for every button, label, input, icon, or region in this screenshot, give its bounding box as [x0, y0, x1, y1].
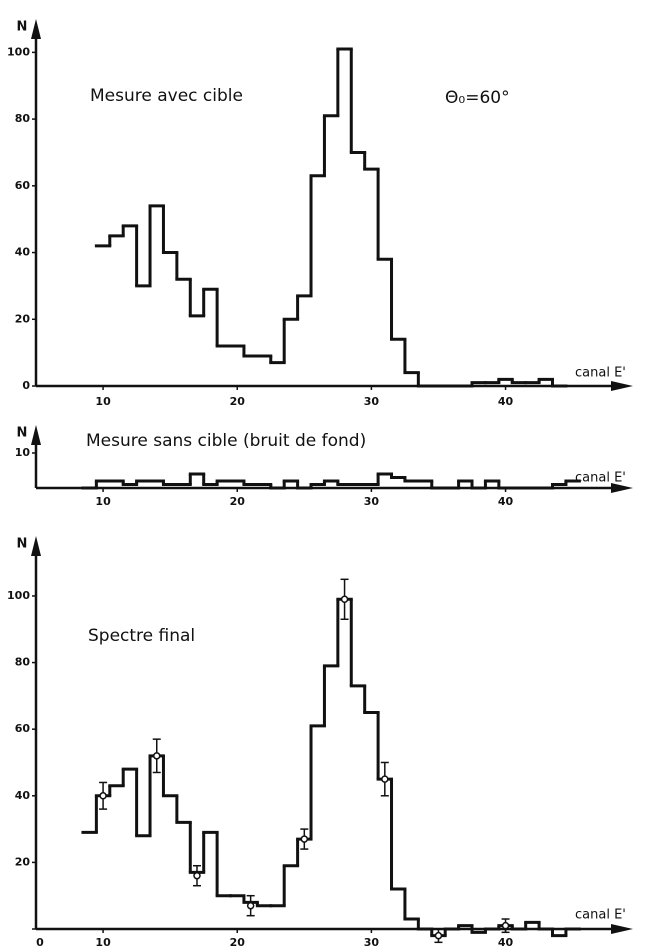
y-tick-label: 100	[7, 45, 30, 58]
chart-title: Mesure sans cible (bruit de fond)	[86, 431, 366, 451]
x-tick-label: 10	[95, 395, 111, 408]
data-point	[300, 835, 309, 843]
y-tick-label: 0	[36, 936, 44, 949]
annotation: Θ₀=60°	[445, 88, 510, 108]
data-point	[99, 792, 107, 800]
y-axis-arrow	[31, 425, 41, 445]
x-tick-label: 20	[230, 395, 246, 408]
chart-title: Mesure avec cible	[90, 86, 243, 106]
x-tick-label: 40	[498, 936, 514, 949]
data-point	[246, 901, 255, 910]
x-axis-arrow	[611, 483, 633, 493]
chart-title: Spectre final	[88, 626, 195, 646]
y-tick-label: 0	[22, 379, 30, 392]
data-point	[193, 871, 201, 880]
data-point	[434, 931, 443, 940]
x-tick-label: 10	[95, 936, 111, 949]
x-tick-label: 30	[364, 936, 380, 949]
x-tick-label: 30	[364, 495, 380, 508]
y-tick-label: 60	[15, 722, 31, 735]
y-tick-label: 60	[15, 179, 31, 192]
y-axis-arrow	[31, 536, 41, 556]
x-tick-label: 40	[498, 495, 514, 508]
data-point	[340, 595, 349, 604]
y-tick-label: 100	[7, 589, 30, 602]
y-tick-label: 40	[15, 789, 31, 802]
data-point	[501, 921, 510, 930]
x-axis-arrow	[611, 381, 633, 391]
y-tick-label: 40	[15, 246, 31, 259]
data-point	[381, 775, 389, 783]
x-tick-label: 40	[498, 395, 514, 408]
y-tick-label: 20	[15, 312, 31, 325]
x-tick-label: 10	[95, 495, 111, 508]
x-axis-arrow	[611, 924, 633, 935]
y-axis-arrow	[31, 19, 41, 39]
y-axis-label: N	[17, 20, 28, 35]
x-axis-label: canal E'	[575, 471, 626, 486]
y-tick-label: 20	[15, 855, 31, 868]
y-tick-label: 80	[15, 112, 31, 125]
x-axis-label: canal E'	[575, 366, 626, 381]
x-tick-label: 20	[230, 936, 246, 949]
x-tick-label: 30	[364, 395, 380, 408]
x-tick-label: 20	[230, 495, 246, 508]
y-axis-label: N	[17, 426, 28, 441]
y-axis-label: N	[17, 537, 28, 552]
y-tick-label: 10	[15, 446, 31, 459]
data-point	[152, 752, 161, 760]
y-tick-label: 80	[15, 656, 31, 669]
x-axis-label: canal E'	[575, 908, 626, 923]
